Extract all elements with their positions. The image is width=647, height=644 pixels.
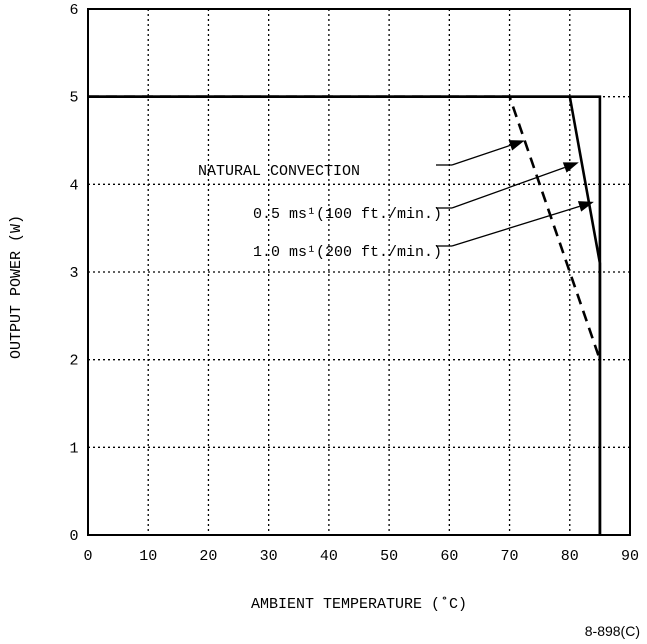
- y-tick-label: 3: [69, 265, 78, 282]
- annotations: NATURAL CONVECTION 0.5 ms¹(100 ft./min.) 1…: [198, 140, 594, 261]
- annotation-arrow-line-3: [451, 205, 580, 247]
- x-tick-label: 50: [380, 548, 398, 565]
- series-line-1: [88, 95, 602, 361]
- series-group: [88, 95, 602, 535]
- x-tick-label: 10: [139, 548, 157, 565]
- y-tick-label: 2: [69, 353, 78, 370]
- y-tick-label: 5: [69, 90, 78, 107]
- annotation-arrowhead-2: [562, 162, 579, 173]
- x-tick-label: 70: [501, 548, 519, 565]
- y-tick-label: 1: [69, 440, 78, 457]
- y-tick-label: 4: [69, 177, 78, 194]
- plot-frame: [87, 8, 631, 536]
- y-axis-label: OUTPUT POWER (W): [8, 215, 25, 359]
- y-tick-labels: 0 1 2 3 4 5 6: [69, 2, 78, 545]
- x-tick-label: 0: [83, 548, 92, 565]
- series-line-3: [88, 95, 602, 535]
- x-axis-label: AMBIENT TEMPERATURE (˚C): [251, 596, 467, 613]
- figure-id: 8-898(C): [585, 623, 640, 639]
- annotation-arrowhead-3: [577, 201, 594, 212]
- x-tick-label: 40: [320, 548, 338, 565]
- annotation-arrowhead-1: [508, 140, 525, 151]
- y-tick-label: 6: [69, 2, 78, 19]
- grid-lines: [88, 9, 630, 535]
- x-tick-label: 60: [440, 548, 458, 565]
- annotation-label-3: 1.0 ms¹(200 ft./min.): [253, 244, 442, 261]
- x-tick-label: 20: [199, 548, 217, 565]
- annotation-arrow-line-1: [451, 144, 511, 166]
- annotation-label-1: NATURAL CONVECTION: [198, 163, 360, 180]
- x-tick-label: 80: [561, 548, 579, 565]
- y-tick-label: 0: [69, 528, 78, 545]
- x-tick-label: 90: [621, 548, 639, 565]
- annotation-label-2: 0.5 ms¹(100 ft./min.): [253, 206, 442, 223]
- x-tick-label: 30: [260, 548, 278, 565]
- x-tick-labels: 0 10 20 30 40 50 60 70 80 90: [83, 548, 639, 565]
- annotation-arrow-line-2: [451, 166, 565, 209]
